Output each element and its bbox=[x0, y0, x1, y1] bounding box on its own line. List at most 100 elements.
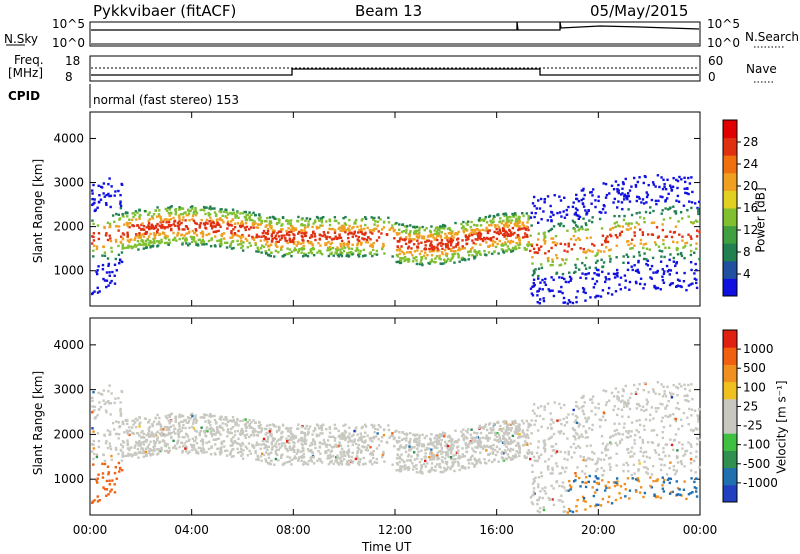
power-echo bbox=[563, 301, 567, 304]
power-echo bbox=[650, 264, 654, 268]
power-echo bbox=[687, 192, 690, 196]
power-echo bbox=[601, 234, 605, 237]
power-echo bbox=[402, 229, 406, 233]
power-echo bbox=[369, 244, 372, 248]
power-echo bbox=[536, 290, 539, 293]
velocity-echo bbox=[150, 453, 154, 456]
power-echo bbox=[210, 219, 213, 222]
velocity-echo bbox=[370, 452, 374, 456]
power-echo bbox=[232, 228, 235, 231]
power-echo bbox=[309, 242, 313, 245]
power-echo bbox=[126, 211, 129, 215]
velocity-echo bbox=[262, 442, 266, 446]
power-echo bbox=[357, 231, 360, 234]
velocity-echo bbox=[623, 400, 627, 404]
power-echo bbox=[567, 299, 571, 302]
power-echo bbox=[551, 263, 554, 267]
velocity-echo bbox=[698, 466, 701, 469]
power-echo bbox=[565, 213, 569, 217]
velocity-echo bbox=[138, 434, 141, 437]
velocity-echo bbox=[209, 412, 212, 416]
power-echo bbox=[529, 234, 532, 237]
velocity-echo bbox=[543, 405, 547, 408]
power-colorbar-label: 20 bbox=[743, 179, 758, 193]
velocity-echo bbox=[156, 430, 159, 434]
velocity-echo bbox=[101, 476, 105, 479]
power-echo bbox=[435, 255, 439, 258]
power-echo bbox=[113, 220, 116, 224]
velocity-echo bbox=[300, 431, 303, 435]
power-echo bbox=[612, 226, 615, 230]
power-echo bbox=[511, 246, 515, 250]
power-echo bbox=[607, 292, 610, 295]
velocity-echo bbox=[412, 451, 416, 454]
velocity-echo bbox=[264, 458, 267, 461]
power-echo bbox=[630, 222, 633, 225]
velocity-echo bbox=[574, 446, 578, 450]
power-echo bbox=[654, 185, 657, 188]
freq-unit-label: [MHz] bbox=[8, 66, 44, 80]
velocity-echo bbox=[519, 435, 522, 439]
power-echo bbox=[684, 191, 687, 195]
power-echo bbox=[222, 210, 226, 214]
power-echo bbox=[450, 257, 453, 260]
power-colorbar-label: 8 bbox=[743, 245, 751, 259]
velocity-echo bbox=[199, 439, 203, 443]
power-echo bbox=[96, 286, 99, 290]
velocity-echo bbox=[466, 431, 469, 434]
velocity-echo bbox=[585, 418, 588, 422]
power-echo bbox=[211, 225, 214, 229]
velocity-echo bbox=[111, 479, 114, 482]
power-echo bbox=[472, 223, 476, 227]
velocity-echo bbox=[640, 408, 643, 412]
velocity-echo bbox=[662, 447, 665, 450]
velocity-echo bbox=[287, 427, 290, 430]
velocity-echo bbox=[405, 459, 409, 462]
power-echo bbox=[254, 222, 257, 225]
velocity-echo bbox=[257, 443, 260, 446]
velocity-echo bbox=[556, 465, 559, 468]
power-echo bbox=[657, 245, 661, 248]
power-echo bbox=[556, 211, 559, 215]
power-echo bbox=[636, 180, 640, 184]
velocity-echo bbox=[489, 427, 492, 430]
power-echo bbox=[693, 202, 697, 205]
velocity-echo bbox=[563, 403, 566, 407]
power-echo bbox=[289, 223, 292, 226]
power-echo bbox=[107, 182, 110, 186]
velocity-echo bbox=[106, 465, 110, 468]
velocity-echo bbox=[543, 489, 546, 493]
power-echo bbox=[289, 219, 293, 222]
power-echo bbox=[532, 272, 536, 275]
velocity-echo bbox=[299, 456, 302, 459]
power-echo bbox=[439, 236, 443, 239]
velocity-echo bbox=[693, 480, 696, 484]
power-colorbar-label: 12 bbox=[743, 223, 758, 237]
power-echo bbox=[167, 219, 171, 222]
velocity-echo bbox=[466, 459, 470, 462]
power-echo bbox=[626, 192, 630, 195]
power-echo bbox=[204, 212, 207, 216]
power-echo bbox=[627, 208, 630, 211]
power-echo bbox=[550, 237, 553, 240]
power-echo bbox=[413, 231, 416, 235]
velocity-echo bbox=[251, 431, 255, 434]
power-echo bbox=[97, 201, 101, 204]
power-echo bbox=[607, 286, 611, 290]
power-echo bbox=[224, 241, 227, 245]
power-echo bbox=[589, 191, 592, 194]
velocity-echo bbox=[158, 432, 161, 435]
velocity-echo bbox=[149, 440, 152, 444]
velocity-echo bbox=[175, 447, 178, 450]
velocity-echo bbox=[521, 430, 524, 434]
power-echo bbox=[180, 221, 183, 225]
power-echo bbox=[167, 211, 171, 215]
velocity-echo bbox=[438, 462, 441, 466]
power-echo bbox=[457, 241, 460, 244]
velocity-echo bbox=[320, 428, 324, 432]
power-echo bbox=[133, 238, 136, 241]
power-echo bbox=[358, 228, 361, 232]
velocity-echo bbox=[518, 451, 522, 454]
power-echo bbox=[614, 180, 618, 183]
power-echo bbox=[485, 236, 489, 240]
